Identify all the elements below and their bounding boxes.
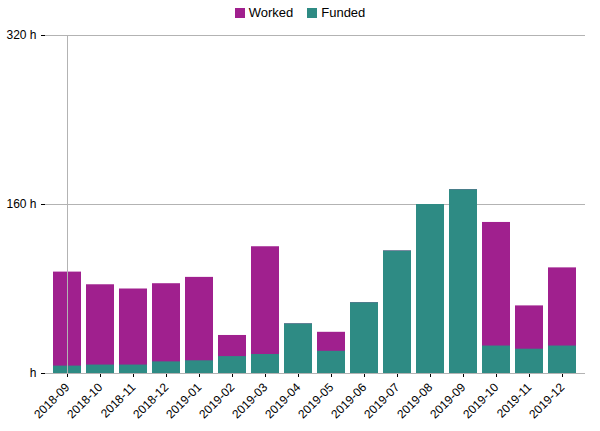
- svg-text:2018-12: 2018-12: [130, 380, 171, 421]
- html-text:Worked: Worked: [248, 5, 294, 20]
- html-text:Funded: Funded: [321, 5, 366, 20]
- svg-text:2019-07: 2019-07: [361, 380, 402, 421]
- svg-text:2019-03: 2019-03: [229, 380, 270, 421]
- svg-text:2019-02: 2019-02: [196, 380, 237, 421]
- svg-text:2019-10: 2019-10: [460, 380, 501, 421]
- svg-text:2019-01: 2019-01: [163, 380, 204, 421]
- svg-text:2019-09: 2019-09: [427, 380, 468, 421]
- svg-text:320 h: 320 h: [6, 28, 36, 42]
- svg-text:2018-09: 2018-09: [31, 380, 72, 421]
- svg-text:160 h: 160 h: [6, 197, 36, 211]
- svg-text:2019-05: 2019-05: [295, 380, 336, 421]
- svg-text:2018-11: 2018-11: [97, 380, 139, 421]
- svg-text:2019-08: 2019-08: [394, 380, 435, 421]
- svg-text:2019-06: 2019-06: [328, 380, 369, 421]
- svg-text:2018-10: 2018-10: [64, 380, 105, 421]
- svg-text:2019-11: 2019-11: [493, 380, 535, 421]
- svg-text:2019-04: 2019-04: [262, 380, 303, 421]
- svg-text:h: h: [30, 366, 37, 380]
- svg-text:2019-12: 2019-12: [526, 380, 567, 421]
